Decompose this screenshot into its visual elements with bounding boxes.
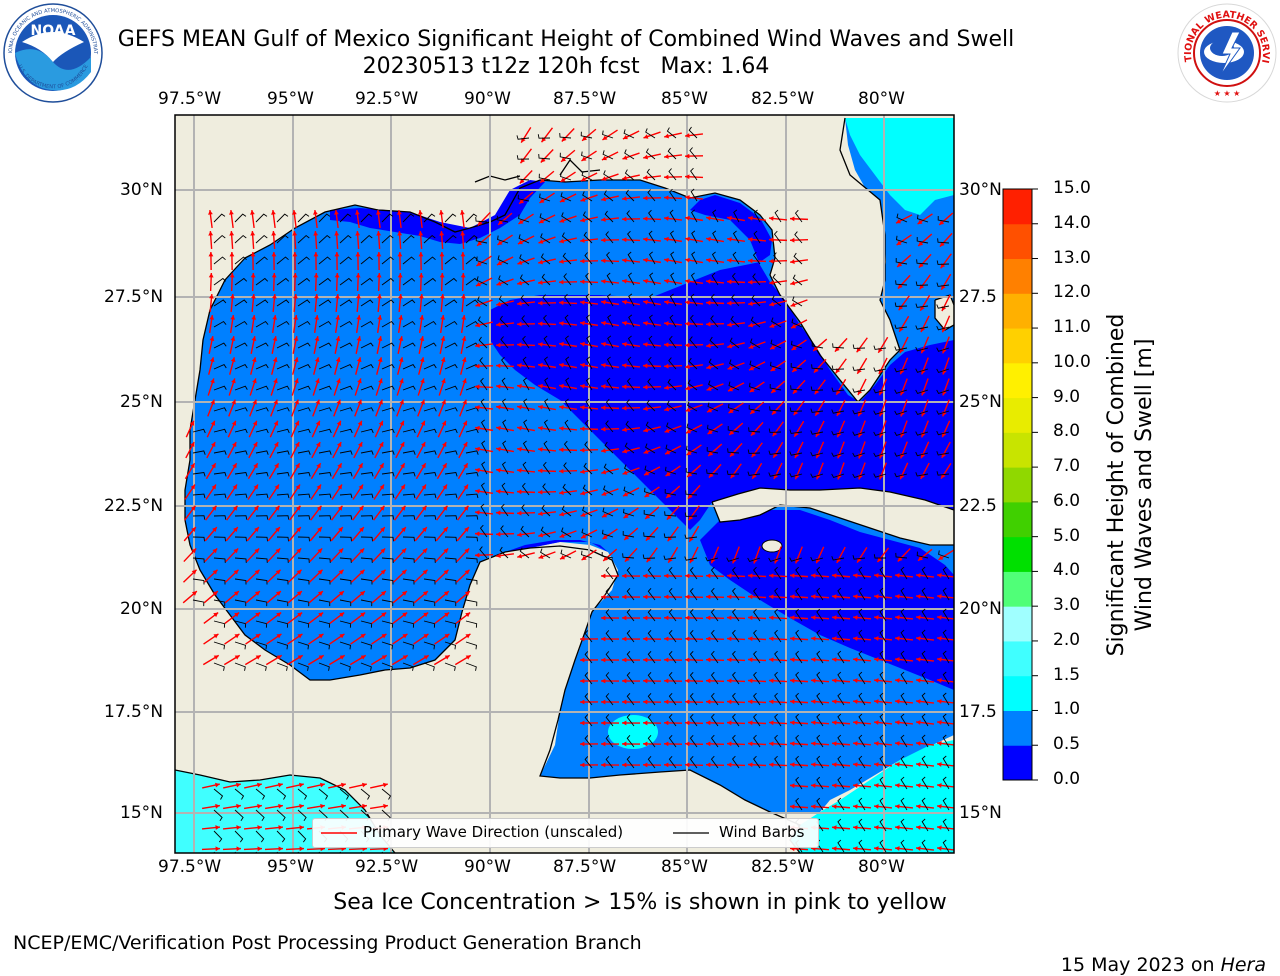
- lon-label-bottom-82.5: 82.5°W: [751, 857, 814, 877]
- lat-label-left-17.5: 17.5°N: [104, 702, 163, 722]
- colorbar-tick-label: 1.0: [1053, 699, 1080, 719]
- colorbar-segment: [1003, 432, 1032, 467]
- lon-label-top-90: 90°W: [464, 89, 511, 109]
- lon-label-top-87.5: 87.5°W: [553, 89, 616, 109]
- lat-label-left-15: 15°N: [120, 803, 163, 823]
- wave-arrow-legend-icon: [321, 831, 357, 835]
- colorbar: [1002, 188, 1046, 782]
- lat-label-left-30: 30°N: [120, 180, 163, 200]
- lon-label-bottom-85: 85°W: [661, 857, 708, 877]
- map-legend: Primary Wave Direction (unscaled) Wind B…: [312, 818, 819, 848]
- colorbar-tick-label: 2.0: [1053, 630, 1080, 650]
- lon-label-top-97.5: 97.5°W: [158, 89, 221, 109]
- colorbar-tick-label: 10.0: [1053, 352, 1091, 372]
- lat-label-left-25: 25°N: [120, 392, 163, 412]
- noaa-logo: NOAA NATIONAL OCEANIC AND ATMOSPHERIC AD…: [2, 2, 104, 104]
- colorbar-segment: [1003, 745, 1032, 780]
- colorbar-tick-label: 14.0: [1053, 213, 1091, 233]
- lon-label-bottom-87.5: 87.5°W: [553, 857, 616, 877]
- lon-label-bottom-92.5: 92.5°W: [355, 857, 418, 877]
- lon-label-top-82.5: 82.5°W: [751, 89, 814, 109]
- colorbar-tick-label: 15.0: [1053, 178, 1091, 198]
- lon-label-top-92.5: 92.5°W: [355, 89, 418, 109]
- colorbar-tick-label: 7.0: [1053, 456, 1080, 476]
- colorbar-tick-label: 0.5: [1053, 734, 1080, 754]
- colorbar-tick-label: 12.0: [1053, 282, 1091, 302]
- colorbar-segment: [1003, 224, 1032, 259]
- lon-label-bottom-90: 90°W: [464, 857, 511, 877]
- colorbar-segment: [1003, 363, 1032, 398]
- colorbar-tick-label: 6.0: [1053, 491, 1080, 511]
- colorbar-tick-label: 9.0: [1053, 387, 1080, 407]
- lon-label-top-95: 95°W: [267, 89, 314, 109]
- lat-label-right-30: 30°N: [959, 180, 1002, 200]
- colorbar-segment: [1003, 398, 1032, 433]
- colorbar-segment: [1003, 710, 1032, 745]
- lat-label-left-27.5: 27.5°N: [104, 287, 163, 307]
- lat-label-left-20: 20°N: [120, 599, 163, 619]
- colorbar-segment: [1003, 259, 1032, 294]
- colorbar-segment: [1003, 606, 1032, 641]
- lon-label-top-85: 85°W: [661, 89, 708, 109]
- colorbar-tick-label: 5.0: [1053, 526, 1080, 546]
- lat-label-right-25: 25°N: [959, 392, 1002, 412]
- colorbar-tick-label: 8.0: [1053, 421, 1080, 441]
- colorbar-segment: [1003, 676, 1032, 711]
- map-subtitle: 20230513 t12z 120h fcst Max: 1.64: [0, 54, 1132, 79]
- lat-label-right-17.5: 17.5: [959, 702, 997, 722]
- legend-wave-label: Primary Wave Direction (unscaled): [363, 823, 623, 841]
- colorbar-segment: [1003, 641, 1032, 676]
- colorbar-tick-label: 4.0: [1053, 560, 1080, 580]
- colorbar-label: Significant Height of Combined Wind Wave…: [1103, 285, 1159, 685]
- svg-text:★ ★ ★: ★ ★ ★: [1214, 89, 1241, 98]
- nws-logo: NATIONAL WEATHER SERVICE ★ ★ ★: [1176, 2, 1278, 104]
- colorbar-tick-label: 13.0: [1053, 248, 1091, 268]
- colorbar-segment: [1003, 571, 1032, 606]
- lon-label-bottom-97.5: 97.5°W: [158, 857, 221, 877]
- wave-height-map: [174, 114, 955, 854]
- lon-label-bottom-80: 80°W: [858, 857, 905, 877]
- lon-label-bottom-95: 95°W: [267, 857, 314, 877]
- sea-ice-note: Sea Ice Concentration > 15% is shown in …: [0, 890, 1280, 915]
- colorbar-segment: [1003, 293, 1032, 328]
- wind-barb-legend-icon: [673, 831, 709, 835]
- machine-name: Hera: [1221, 954, 1266, 976]
- date-text: 15 May 2023 on Hera: [1049, 932, 1266, 976]
- lon-label-top-80: 80°W: [858, 89, 905, 109]
- land-isla-juventud: [762, 540, 782, 552]
- lat-label-right-27.5: 27.5: [959, 287, 997, 307]
- map-title: GEFS MEAN Gulf of Mexico Significant Hei…: [0, 27, 1132, 52]
- colorbar-segment: [1003, 189, 1032, 224]
- colorbar-segment: [1003, 537, 1032, 572]
- credit-text: NCEP/EMC/Verification Post Processing Pr…: [13, 932, 642, 954]
- lat-label-right-20: 20°N: [959, 599, 1002, 619]
- colorbar-tick-label: 3.0: [1053, 595, 1080, 615]
- colorbar-segment: [1003, 502, 1032, 537]
- colorbar-tick-label: 11.0: [1053, 317, 1091, 337]
- lat-label-right-22.5: 22.5: [959, 496, 997, 516]
- legend-barb-label: Wind Barbs: [719, 823, 804, 841]
- colorbar-tick-label: 0.0: [1053, 769, 1080, 789]
- lat-label-left-22.5: 22.5°N: [104, 496, 163, 516]
- colorbar-segment: [1003, 328, 1032, 363]
- colorbar-tick-label: 1.5: [1053, 665, 1080, 685]
- colorbar-segment: [1003, 467, 1032, 502]
- lat-label-right-15: 15°N: [959, 803, 1002, 823]
